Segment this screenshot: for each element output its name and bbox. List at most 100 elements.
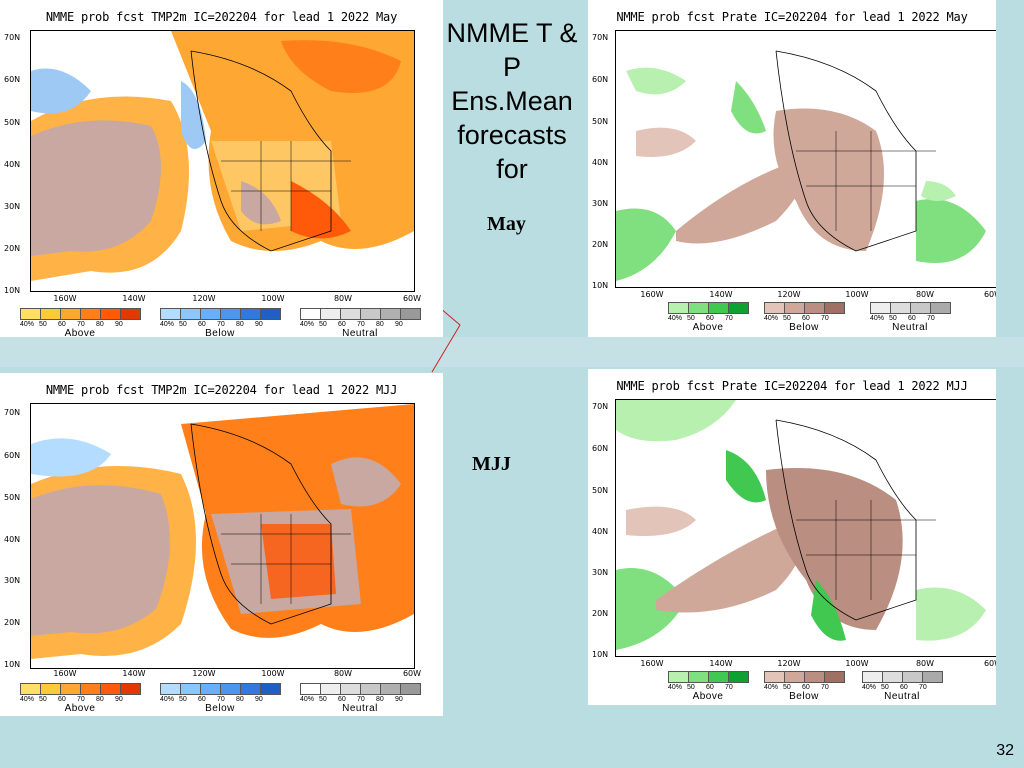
legend-swatch	[60, 683, 81, 695]
panel-title: NMME prob fcst TMP2m IC=202204 for lead …	[45, 383, 398, 397]
legend-swatch	[784, 671, 805, 683]
legend-tick: 70	[357, 696, 365, 703]
legend-swatch	[862, 671, 883, 683]
legend-swatch	[260, 308, 281, 320]
legend-tick: 70	[919, 684, 927, 691]
legend-tick: 70	[821, 315, 829, 322]
lat-label: 20N	[4, 244, 21, 253]
legend-tick: 70	[77, 321, 85, 328]
legend-swatch	[100, 308, 121, 320]
lat-label: 60N	[592, 444, 609, 453]
legend-swatch	[120, 683, 141, 695]
lon-label: 120W	[777, 659, 801, 668]
legend-swatches	[20, 683, 141, 695]
legend-label: Below	[789, 691, 819, 702]
lon-label: 80W	[915, 659, 935, 668]
legend-neutral: 40% 50 60 70 Neutral	[870, 302, 951, 333]
legend-tick: 60	[802, 684, 810, 691]
legend-tick: 50	[39, 696, 47, 703]
lon-label: 120W	[777, 290, 801, 299]
legend-swatch	[40, 683, 61, 695]
legend-tick: 50	[881, 684, 889, 691]
legend-swatches	[862, 671, 943, 683]
legend-swatch	[804, 302, 825, 314]
panel-temp-mjj: NMME prob fcst TMP2m IC=202204 for lead …	[0, 373, 443, 716]
legend-swatch	[824, 302, 845, 314]
legend-label: Above	[64, 703, 96, 714]
legend-neutral: 40% 50 60 70 80 90 Neutral	[300, 308, 421, 337]
legend-swatch	[180, 683, 201, 695]
legend-swatch	[870, 302, 891, 314]
legend-swatch	[320, 683, 341, 695]
legend-tick: 90	[395, 321, 403, 328]
lon-label: 120W	[192, 669, 216, 678]
lon-label: 140W	[122, 669, 146, 678]
legend-swatch	[804, 671, 825, 683]
legend-swatch	[400, 308, 421, 320]
legend-tick: 70	[217, 321, 225, 328]
legend-swatch	[688, 302, 709, 314]
legend-tick: 90	[255, 321, 263, 328]
legend-tick: 80	[376, 696, 384, 703]
legend-swatch	[728, 671, 749, 683]
lat-label: 70N	[592, 402, 609, 411]
legend-swatches	[20, 308, 141, 320]
lat-label: 50N	[592, 486, 609, 495]
legend-above: 40% 50 60 70 Above	[668, 302, 749, 333]
legend-tick: 50	[179, 321, 187, 328]
legend-tick: 50	[179, 696, 187, 703]
legend-swatch	[764, 302, 785, 314]
legend-ticks: 40% 50 60 70	[764, 684, 844, 691]
lon-label: 160W	[53, 294, 77, 303]
lon-label: 80W	[333, 669, 353, 678]
lon-label: 160W	[640, 290, 664, 299]
legend-swatch	[764, 671, 785, 683]
legend-swatch	[360, 683, 381, 695]
lon-label: 100W	[261, 669, 285, 678]
legend-tick: 60	[706, 315, 714, 322]
panel-prate-mjj: NMME prob fcst Prate IC=202204 for lead …	[588, 369, 996, 705]
lon-label: 60W	[983, 659, 996, 668]
legend-label: Neutral	[342, 703, 378, 714]
legend-swatches	[300, 683, 421, 695]
lat-label: 60N	[4, 451, 21, 460]
legend-swatch	[220, 683, 241, 695]
legend-swatch	[40, 308, 61, 320]
lat-label: 10N	[4, 286, 21, 295]
legend-swatch	[20, 683, 41, 695]
lat-label: 40N	[592, 527, 609, 536]
legend-tick: 70	[725, 684, 733, 691]
legend-swatches	[300, 308, 421, 320]
legend-tick: 40%	[300, 696, 315, 703]
legend-swatch	[708, 671, 729, 683]
lon-label: 140W	[709, 290, 733, 299]
legend-ticks: 40% 50 60 70 80 90	[300, 696, 420, 703]
lat-label: 40N	[4, 160, 21, 169]
lon-label: 60W	[402, 294, 422, 303]
lon-label: 160W	[640, 659, 664, 668]
legend-tick: 80	[376, 321, 384, 328]
legend-swatch	[80, 683, 101, 695]
legend-tick: 60	[198, 321, 206, 328]
legend-tick: 60	[58, 321, 66, 328]
legend-above: 40% 50 60 70 Above	[668, 671, 749, 702]
lon-label: 140W	[122, 294, 146, 303]
lon-label: 60W	[402, 669, 422, 678]
lon-label: 80W	[915, 290, 935, 299]
legend-tick: 70	[927, 315, 935, 322]
legend-label: Neutral	[884, 691, 920, 702]
legend-tick: 90	[255, 696, 263, 703]
legend-tick: 60	[706, 684, 714, 691]
legend-tick: 90	[395, 696, 403, 703]
legend-tick: 40%	[160, 696, 175, 703]
legend-swatch	[922, 671, 943, 683]
legend-tick: 50	[319, 696, 327, 703]
legend-below: 40% 50 60 70 80 90 Below	[160, 683, 281, 714]
lat-label: 30N	[592, 568, 609, 577]
legend-tick: 60	[338, 321, 346, 328]
legend-tick: 40%	[764, 684, 779, 691]
legend-swatch	[160, 308, 181, 320]
page-number: 32	[996, 742, 1014, 759]
legend-ticks: 40% 50 60 70 80 90	[160, 696, 280, 703]
legend-label: Neutral	[892, 322, 928, 333]
